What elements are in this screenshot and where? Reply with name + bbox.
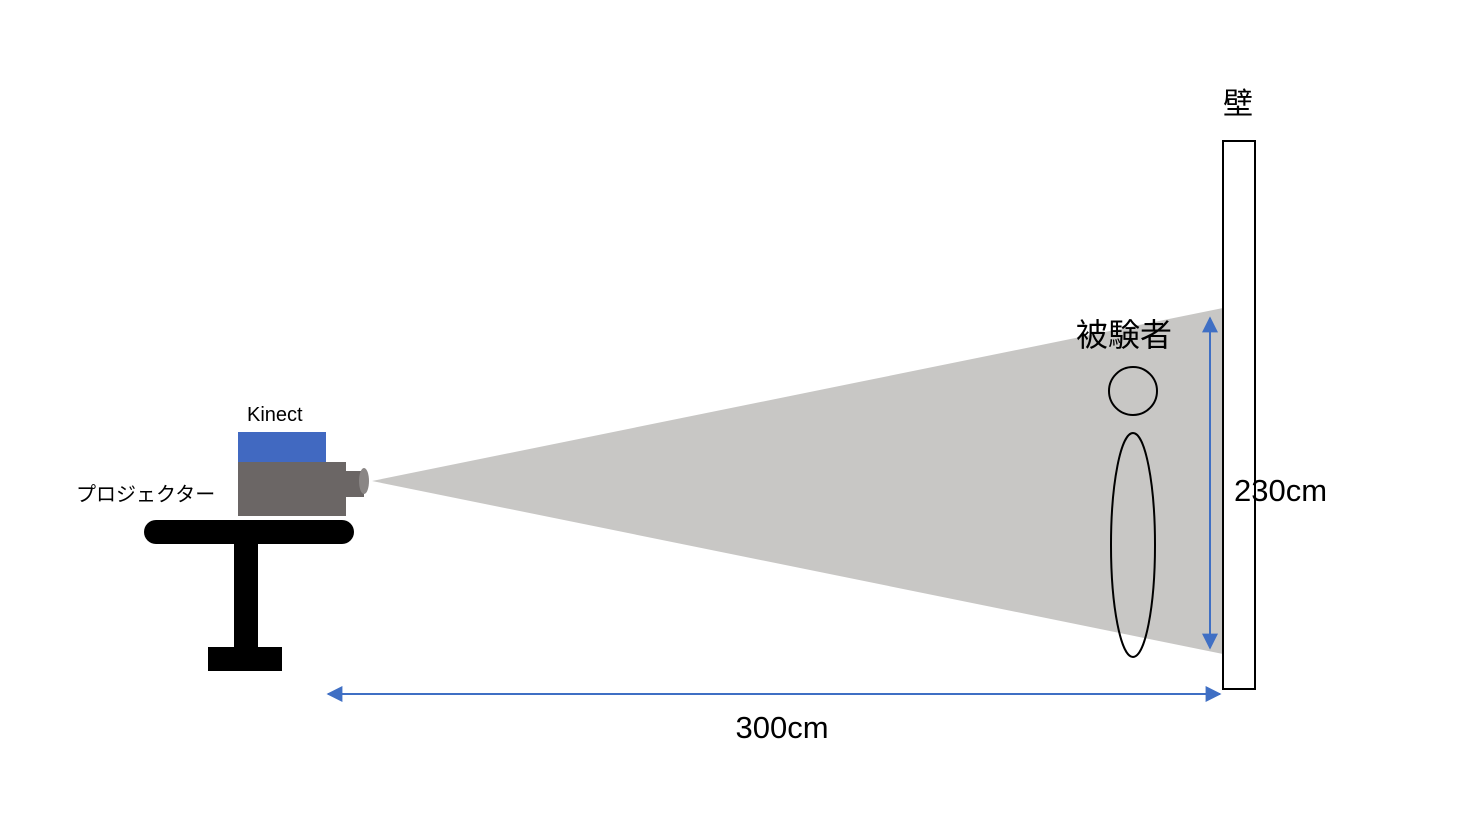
wall-label: 壁	[1223, 87, 1253, 122]
projector-body	[238, 462, 346, 516]
height-dimension-label: 230cm	[1234, 473, 1327, 508]
projector-lens	[359, 468, 369, 494]
wall	[1222, 140, 1256, 690]
projection-beam	[372, 308, 1223, 654]
table-leg	[234, 542, 258, 650]
projector-lens-housing	[344, 471, 364, 497]
table-base	[208, 647, 282, 671]
distance-dimension-label: 300cm	[735, 710, 828, 745]
table-top	[144, 520, 354, 544]
subject-head	[1108, 366, 1158, 416]
projector-label: プロジェクター	[76, 482, 215, 506]
subject-body	[1110, 432, 1156, 658]
kinect-label: Kinect	[247, 404, 303, 426]
kinect-sensor	[238, 432, 326, 462]
subject-label: 被験者	[1076, 316, 1172, 354]
